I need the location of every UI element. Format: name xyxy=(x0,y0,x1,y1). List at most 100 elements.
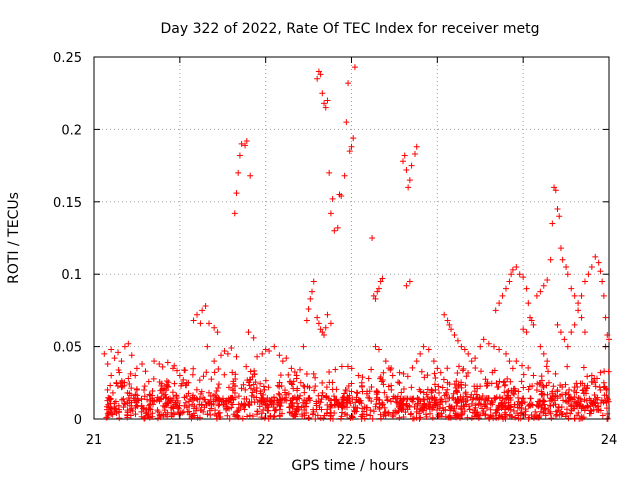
background-point xyxy=(429,387,436,394)
data-point xyxy=(413,358,420,365)
background-point xyxy=(305,414,312,421)
background-point xyxy=(468,391,475,398)
background-point xyxy=(154,394,161,401)
data-point xyxy=(588,372,595,379)
background-point xyxy=(400,385,407,392)
background-point xyxy=(270,394,277,401)
background-point xyxy=(558,411,565,418)
background-point xyxy=(197,390,204,397)
background-point xyxy=(162,391,169,398)
background-point xyxy=(518,404,525,411)
background-point xyxy=(275,390,282,397)
background-point xyxy=(143,409,150,416)
data-point xyxy=(540,384,547,391)
background-point xyxy=(349,396,356,403)
data-point xyxy=(413,143,420,150)
background-point xyxy=(390,413,397,420)
data-point xyxy=(228,345,235,352)
background-point xyxy=(466,403,473,410)
background-point xyxy=(416,405,423,412)
background-point xyxy=(272,407,279,414)
background-point xyxy=(590,401,597,408)
data-point xyxy=(523,329,530,336)
background-point xyxy=(490,415,497,422)
data-point xyxy=(348,143,355,150)
background-point xyxy=(327,404,334,411)
background-point xyxy=(385,409,392,416)
background-point xyxy=(124,412,131,419)
data-point xyxy=(506,278,513,285)
background-point xyxy=(312,374,319,381)
background-point xyxy=(380,381,387,388)
background-point xyxy=(374,389,381,396)
background-point xyxy=(169,404,176,411)
data-point xyxy=(545,379,552,386)
background-point xyxy=(288,400,295,407)
background-point xyxy=(353,408,360,415)
background-point xyxy=(505,387,512,394)
background-point xyxy=(505,399,512,406)
background-point xyxy=(155,408,162,415)
background-point xyxy=(178,382,185,389)
background-point xyxy=(162,400,169,407)
background-point xyxy=(406,402,413,409)
data-point xyxy=(365,375,372,382)
background-point xyxy=(487,406,494,413)
background-point xyxy=(240,381,247,388)
background-point xyxy=(301,389,308,396)
background-point xyxy=(455,413,462,420)
data-point xyxy=(412,151,419,158)
background-point xyxy=(396,380,403,387)
background-point xyxy=(421,396,428,403)
background-point xyxy=(432,374,439,381)
background-point xyxy=(281,389,288,396)
background-point xyxy=(395,408,402,415)
background-point xyxy=(301,396,308,403)
background-point xyxy=(251,367,258,374)
background-point xyxy=(472,365,479,372)
background-point xyxy=(246,412,253,419)
background-point xyxy=(400,370,407,377)
background-point xyxy=(189,371,196,378)
background-point xyxy=(168,412,175,419)
background-point xyxy=(132,391,139,398)
background-point xyxy=(133,385,140,392)
background-point xyxy=(149,410,156,417)
background-point xyxy=(482,401,489,408)
background-point xyxy=(473,391,480,398)
data-point xyxy=(326,169,333,176)
background-point xyxy=(408,384,415,391)
background-point xyxy=(171,362,178,369)
background-point xyxy=(539,402,546,409)
background-point xyxy=(285,390,292,397)
background-point xyxy=(575,394,582,401)
background-point xyxy=(265,384,272,391)
data-point xyxy=(408,162,415,169)
background-point xyxy=(246,376,253,383)
data-point xyxy=(540,350,547,357)
data-point xyxy=(279,358,286,365)
data-point xyxy=(581,278,588,285)
background-point xyxy=(501,389,508,396)
background-point xyxy=(289,381,296,388)
background-point xyxy=(480,408,487,415)
background-point xyxy=(379,401,386,408)
data-point xyxy=(345,80,352,87)
background-point xyxy=(376,404,383,411)
background-point xyxy=(571,415,578,422)
background-point xyxy=(318,396,325,403)
background-point xyxy=(243,363,250,370)
data-points xyxy=(101,64,612,396)
background-point xyxy=(458,384,465,391)
background-point xyxy=(359,388,366,395)
data-point xyxy=(245,329,252,336)
background-point xyxy=(193,386,200,393)
data-point xyxy=(303,317,310,324)
grid-lines xyxy=(94,57,609,419)
background-point xyxy=(296,395,303,402)
background-point xyxy=(224,412,231,419)
background-point xyxy=(226,415,233,422)
data-point xyxy=(513,263,520,270)
background-point xyxy=(416,386,423,393)
background-point xyxy=(522,408,529,415)
